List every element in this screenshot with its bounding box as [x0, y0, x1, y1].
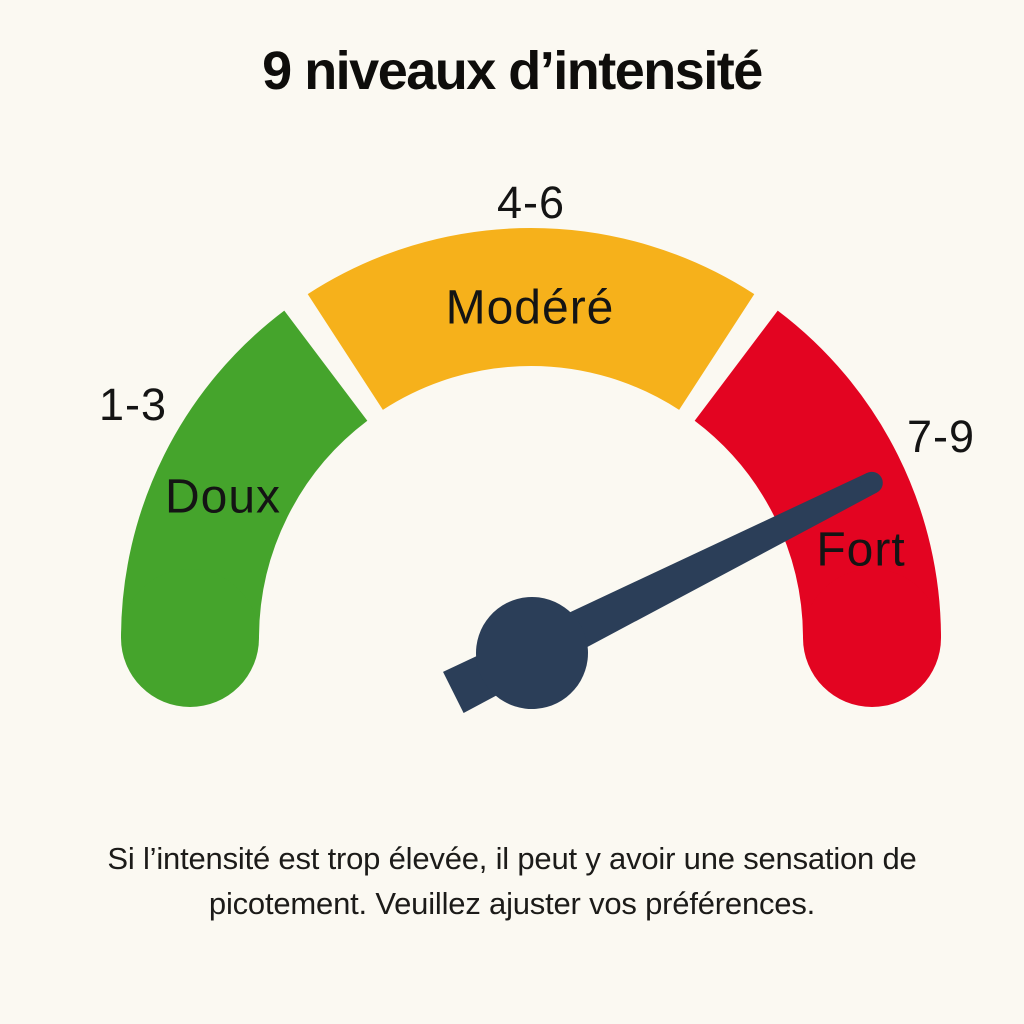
- needle-tip: [860, 471, 883, 494]
- range-label-doux: 1-3: [98, 379, 168, 430]
- segment-label-modere: Modéré: [445, 281, 615, 335]
- footer-note: Si l’intensité est trop élevée, il peut …: [0, 836, 1024, 927]
- range-label-modere: 4-6: [496, 177, 566, 228]
- arc-doux-cap: [121, 569, 259, 707]
- page-title: 9 niveaux d’intensité: [262, 41, 763, 101]
- footer-note-line-2: picotement. Veuillez ajuster vos préfére…: [208, 886, 816, 922]
- segment-label-doux: Doux: [164, 470, 282, 524]
- needle: [443, 471, 883, 713]
- needle-hub: [476, 597, 588, 709]
- arc-fort-cap: [803, 569, 941, 707]
- arc-modere: [307, 228, 755, 411]
- range-label-fort: 7-9: [906, 411, 976, 462]
- segment-label-fort: Fort: [816, 523, 906, 577]
- footer-note-line-1: Si l’intensité est trop élevée, il peut …: [107, 841, 917, 876]
